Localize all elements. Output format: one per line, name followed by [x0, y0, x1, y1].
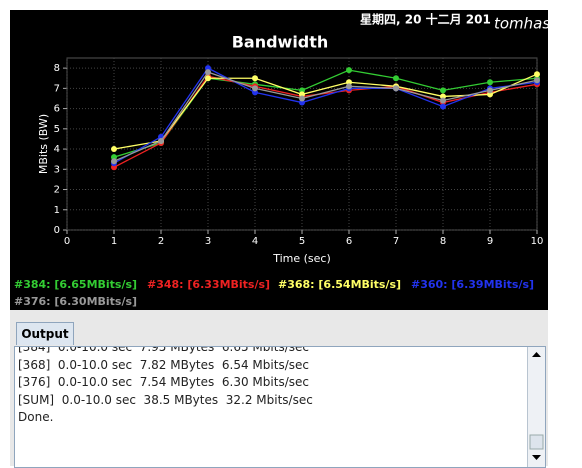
legend-entry: #368: [6.54MBits/s] [278, 278, 401, 291]
chart-background [10, 10, 548, 310]
y-axis-label: MBits (BW) [37, 114, 50, 174]
y-tick-label: 2 [54, 185, 60, 196]
x-tick-label: 7 [393, 236, 399, 247]
data-point [299, 95, 305, 102]
y-tick-label: 8 [54, 63, 60, 74]
data-point [440, 103, 446, 110]
output-line: [SUM] 0.0-10.0 sec 38.5 MBytes 32.2 Mbit… [18, 392, 313, 407]
data-point [158, 137, 164, 144]
output-panel: Output [384] 0.0-10.0 sec 7.95 MBytes 6.… [10, 310, 548, 468]
series-line [113, 71, 538, 162]
output-area: [384] 0.0-10.0 sec 7.95 MBytes 6.65 Mbit… [14, 346, 546, 468]
x-tick-label: 4 [252, 236, 258, 247]
data-point [346, 83, 352, 90]
data-point [111, 146, 117, 153]
watermark: tomhasee [494, 15, 569, 33]
output-line: [368] 0.0-10.0 sec 7.82 MBytes 6.54 Mbit… [18, 357, 309, 372]
scrollbar-arrows [529, 352, 544, 460]
legend-entry: #384: [6.65MBits/s] [14, 278, 137, 291]
data-point [393, 75, 399, 82]
data-point [252, 85, 258, 92]
series-line [113, 67, 538, 164]
data-point [252, 75, 258, 82]
y-tick-label: 6 [54, 104, 60, 115]
scrollbar[interactable] [527, 347, 545, 467]
data-point [205, 69, 211, 76]
data-point [346, 67, 352, 74]
legend-entry: #348: [6.33MBits/s] [147, 278, 270, 291]
output-lines: [384] 0.0-10.0 sec 7.95 MBytes 6.65 Mbit… [18, 346, 313, 427]
y-tick-label: 3 [54, 164, 60, 175]
x-tick-label: 1 [111, 236, 117, 247]
y-tick-label: 4 [54, 144, 60, 155]
x-tick-label: 9 [487, 236, 493, 247]
output-line: [376] 0.0-10.0 sec 7.54 MBytes 6.30 Mbit… [18, 375, 309, 389]
data-point [440, 87, 446, 94]
data-point [393, 85, 399, 92]
y-tick-label: 5 [54, 124, 60, 135]
x-tick-label: 8 [440, 236, 446, 247]
data-point [205, 75, 211, 82]
data-point [487, 79, 493, 86]
x-axis-label: Time (sec) [272, 252, 331, 265]
y-tick-label: 0 [54, 225, 60, 236]
chart-title: Bandwidth [232, 33, 329, 52]
output-line: [384] 0.0-10.0 sec 7.95 MBytes 6.65 Mbit… [18, 346, 309, 354]
data-point [534, 71, 540, 78]
x-tick-label: 0 [64, 236, 70, 247]
output-line: Done. [18, 410, 54, 424]
date: 星期四, 20 十二月 201 [360, 12, 491, 27]
x-tick-label: 5 [299, 236, 305, 247]
data-point [534, 77, 540, 84]
legend-entry: #376: [6.30MBits/s] [14, 295, 137, 308]
output-tab[interactable]: Output [16, 322, 74, 345]
x-tick-label: 3 [205, 236, 211, 247]
data-point [487, 87, 493, 94]
data-point [440, 97, 446, 104]
x-tick-label: 10 [531, 236, 544, 247]
x-tick-label: 2 [158, 236, 164, 247]
x-tick-label: 6 [346, 236, 352, 247]
data-point [111, 158, 117, 165]
y-tick-label: 1 [54, 205, 60, 216]
y-tick-label: 7 [54, 83, 60, 94]
legend-entry: #360: [6.39MBits/s] [411, 278, 534, 291]
